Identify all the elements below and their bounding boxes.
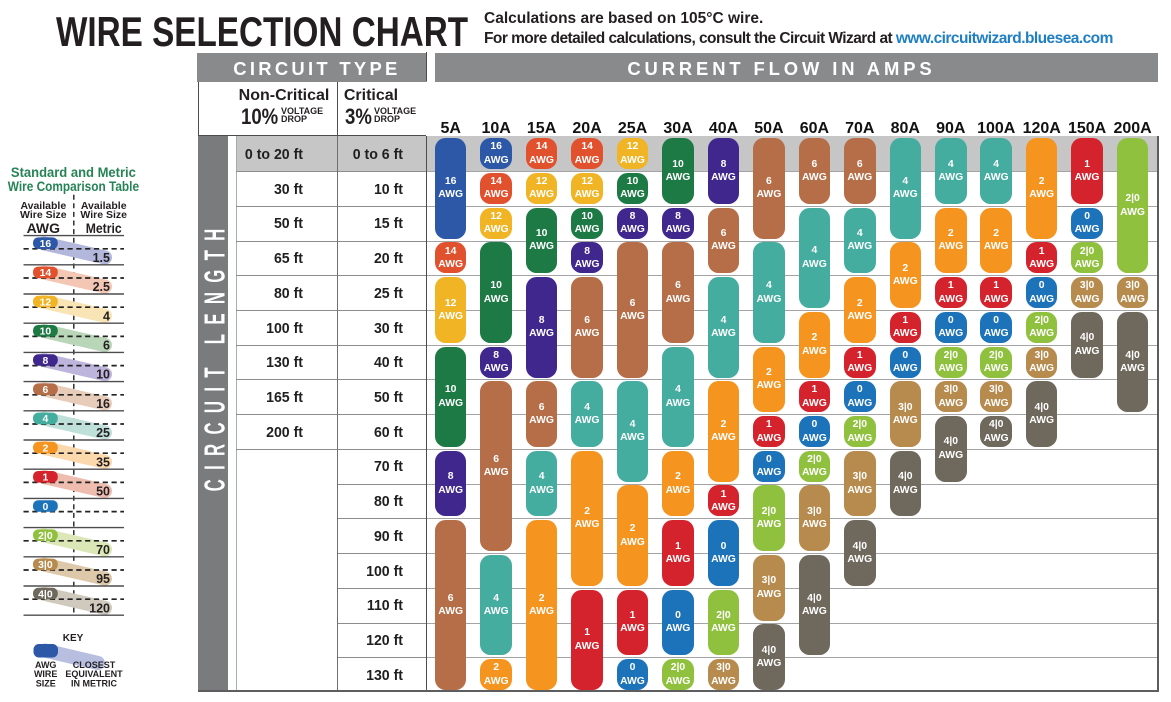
svg-text:2.5: 2.5 xyxy=(93,280,110,294)
svg-text:AWG: AWG xyxy=(27,220,61,236)
svg-text:4|0: 4|0 xyxy=(38,589,53,600)
svg-text:2: 2 xyxy=(43,443,49,454)
svg-text:16: 16 xyxy=(40,239,52,250)
svg-text:35: 35 xyxy=(96,455,110,469)
svg-text:4: 4 xyxy=(43,414,49,425)
svg-text:Wire Size: Wire Size xyxy=(80,209,127,221)
svg-text:Available: Available xyxy=(20,200,66,212)
svg-text:0: 0 xyxy=(43,502,49,513)
svg-text:2|0: 2|0 xyxy=(38,531,53,542)
svg-text:1: 1 xyxy=(43,473,49,484)
svg-text:Available: Available xyxy=(81,200,127,212)
svg-text:EQUIVALENT: EQUIVALENT xyxy=(65,669,123,679)
svg-text:SIZE: SIZE xyxy=(36,678,56,688)
svg-text:10: 10 xyxy=(40,327,52,338)
svg-text:6: 6 xyxy=(103,339,110,353)
svg-text:4: 4 xyxy=(103,309,110,323)
svg-text:IN METRIC: IN METRIC xyxy=(71,678,117,688)
svg-text:6: 6 xyxy=(43,385,49,396)
svg-text:Metric: Metric xyxy=(86,220,122,236)
svg-text:WIRE: WIRE xyxy=(34,669,58,679)
svg-text:16: 16 xyxy=(96,397,110,411)
svg-text:70: 70 xyxy=(96,543,110,557)
svg-text:KEY: KEY xyxy=(63,633,84,644)
svg-text:8: 8 xyxy=(43,356,49,367)
svg-text:120: 120 xyxy=(89,601,110,615)
svg-text:AWG: AWG xyxy=(35,660,57,670)
svg-text:10: 10 xyxy=(96,368,110,382)
svg-text:CLOSEST: CLOSEST xyxy=(73,660,116,670)
svg-text:50: 50 xyxy=(96,485,110,499)
svg-text:Wire Comparison Table: Wire Comparison Table xyxy=(8,179,139,194)
svg-text:25: 25 xyxy=(96,426,110,440)
svg-text:12: 12 xyxy=(40,297,52,308)
svg-text:1.5: 1.5 xyxy=(93,251,110,265)
svg-text:Standard and Metric: Standard and Metric xyxy=(11,165,137,180)
svg-text:Wire Size: Wire Size xyxy=(20,209,67,221)
svg-text:14: 14 xyxy=(40,268,52,279)
svg-text:3|0: 3|0 xyxy=(38,560,53,571)
svg-text:95: 95 xyxy=(96,572,110,586)
